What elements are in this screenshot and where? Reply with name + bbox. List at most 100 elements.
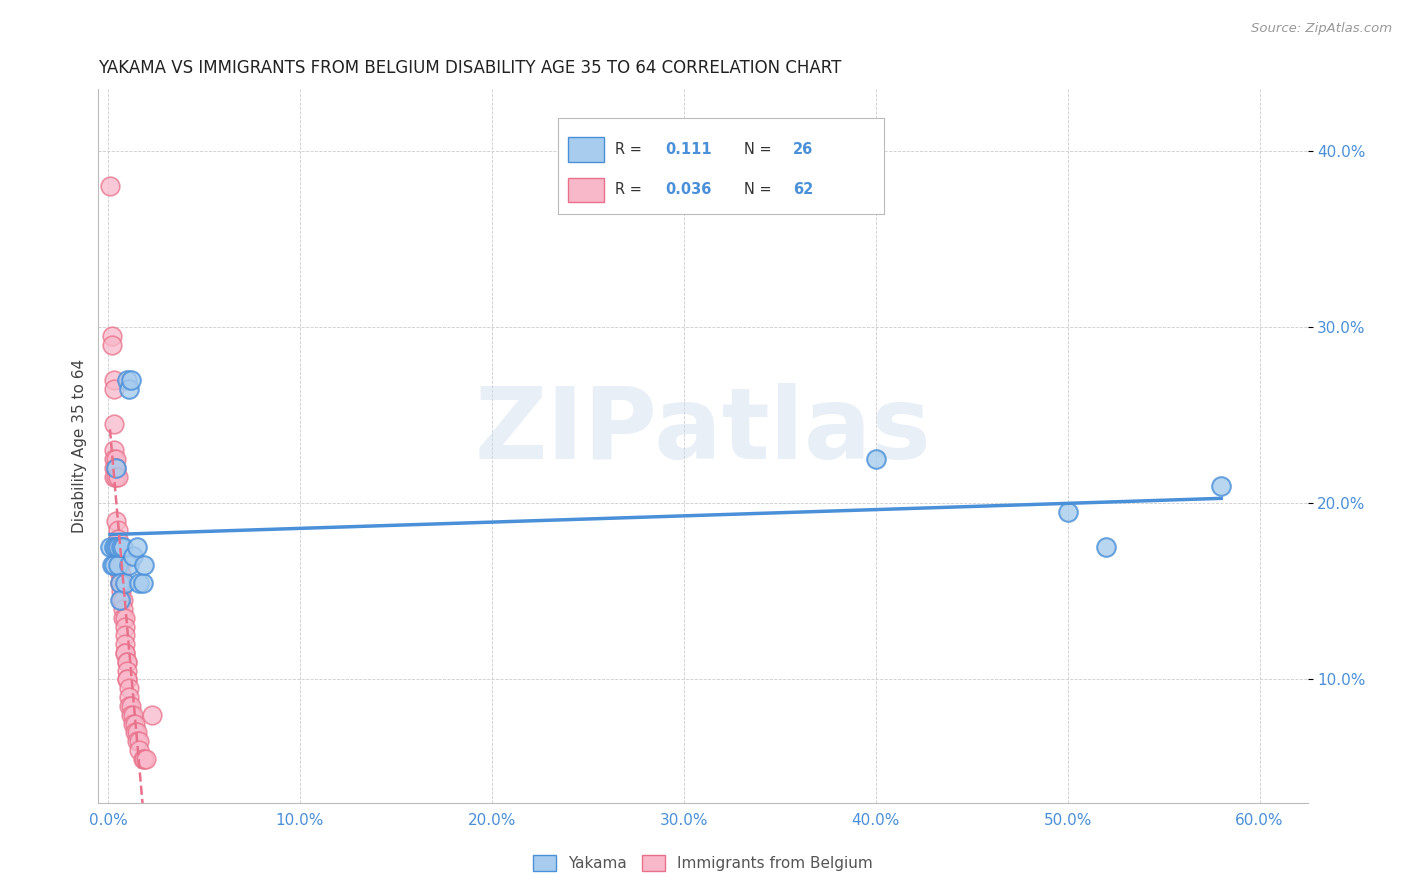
- Point: [103, 452, 125, 467]
- Point: [112, 602, 135, 616]
- Point: [110, 541, 132, 555]
- Text: 0.036: 0.036: [665, 183, 711, 197]
- Point: [115, 664, 138, 678]
- Point: [114, 628, 136, 642]
- Point: [108, 558, 131, 572]
- Point: [107, 541, 129, 555]
- Point: [108, 575, 131, 590]
- Point: [128, 743, 150, 757]
- Point: [114, 611, 136, 625]
- Point: [128, 575, 150, 590]
- Point: [104, 461, 127, 475]
- Point: [107, 558, 129, 572]
- Point: [118, 681, 141, 696]
- Point: [104, 452, 127, 467]
- Point: [101, 558, 124, 572]
- Point: [107, 523, 129, 537]
- Point: [118, 690, 141, 704]
- Point: [114, 646, 136, 660]
- Point: [107, 558, 129, 572]
- Point: [110, 584, 132, 599]
- Point: [103, 558, 125, 572]
- Point: [110, 593, 132, 607]
- Point: [122, 549, 145, 563]
- Point: [114, 619, 136, 633]
- Point: [134, 752, 156, 766]
- Point: [108, 558, 131, 572]
- Point: [118, 698, 141, 713]
- Point: [104, 514, 127, 528]
- Text: N =: N =: [744, 183, 776, 197]
- Point: [108, 575, 131, 590]
- Point: [114, 646, 136, 660]
- Point: [131, 575, 153, 590]
- Point: [101, 329, 124, 343]
- Point: [125, 725, 148, 739]
- Text: R =: R =: [614, 183, 647, 197]
- Point: [120, 373, 142, 387]
- Point: [114, 575, 136, 590]
- Point: [110, 575, 132, 590]
- Point: [122, 707, 145, 722]
- Text: ZIPatlas: ZIPatlas: [475, 384, 931, 480]
- Point: [107, 532, 129, 546]
- Point: [112, 593, 135, 607]
- Text: 0.111: 0.111: [665, 142, 713, 157]
- Point: [98, 541, 121, 555]
- Point: [112, 611, 135, 625]
- Point: [108, 566, 131, 581]
- Text: R =: R =: [614, 142, 647, 157]
- Point: [115, 373, 138, 387]
- Y-axis label: Disability Age 35 to 64: Disability Age 35 to 64: [72, 359, 87, 533]
- Point: [135, 752, 157, 766]
- Bar: [568, 137, 603, 161]
- Point: [112, 541, 135, 555]
- Point: [122, 716, 145, 731]
- Point: [120, 707, 142, 722]
- Point: [103, 373, 125, 387]
- Point: [110, 593, 132, 607]
- Point: [101, 337, 124, 351]
- Text: N =: N =: [744, 142, 776, 157]
- Point: [134, 558, 156, 572]
- Point: [115, 673, 138, 687]
- Point: [1056, 505, 1078, 519]
- Legend: Yakama, Immigrants from Belgium: Yakama, Immigrants from Belgium: [527, 849, 879, 877]
- Point: [98, 179, 121, 194]
- Point: [114, 637, 136, 651]
- Point: [120, 698, 142, 713]
- Point: [115, 655, 138, 669]
- Point: [115, 673, 138, 687]
- Text: YAKAMA VS IMMIGRANTS FROM BELGIUM DISABILITY AGE 35 TO 64 CORRELATION CHART: YAKAMA VS IMMIGRANTS FROM BELGIUM DISABI…: [98, 59, 842, 77]
- Point: [104, 470, 127, 484]
- Point: [103, 417, 125, 431]
- Text: 26: 26: [793, 142, 813, 157]
- Point: [103, 382, 125, 396]
- Point: [110, 566, 132, 581]
- Point: [141, 707, 163, 722]
- Point: [125, 541, 148, 555]
- Point: [107, 470, 129, 484]
- Point: [104, 461, 127, 475]
- Point: [1095, 541, 1118, 555]
- Point: [118, 558, 141, 572]
- Point: [1211, 478, 1233, 492]
- Point: [108, 593, 131, 607]
- Point: [131, 752, 153, 766]
- Point: [125, 734, 148, 748]
- Point: [107, 558, 129, 572]
- Point: [124, 725, 146, 739]
- Point: [128, 734, 150, 748]
- Point: [118, 382, 141, 396]
- Point: [865, 452, 887, 467]
- Point: [103, 470, 125, 484]
- Point: [115, 655, 138, 669]
- Point: [107, 541, 129, 555]
- Point: [103, 541, 125, 555]
- Point: [108, 541, 131, 555]
- Point: [103, 461, 125, 475]
- Point: [104, 541, 127, 555]
- Text: 62: 62: [793, 183, 813, 197]
- Text: Source: ZipAtlas.com: Source: ZipAtlas.com: [1251, 22, 1392, 36]
- Bar: [568, 178, 603, 202]
